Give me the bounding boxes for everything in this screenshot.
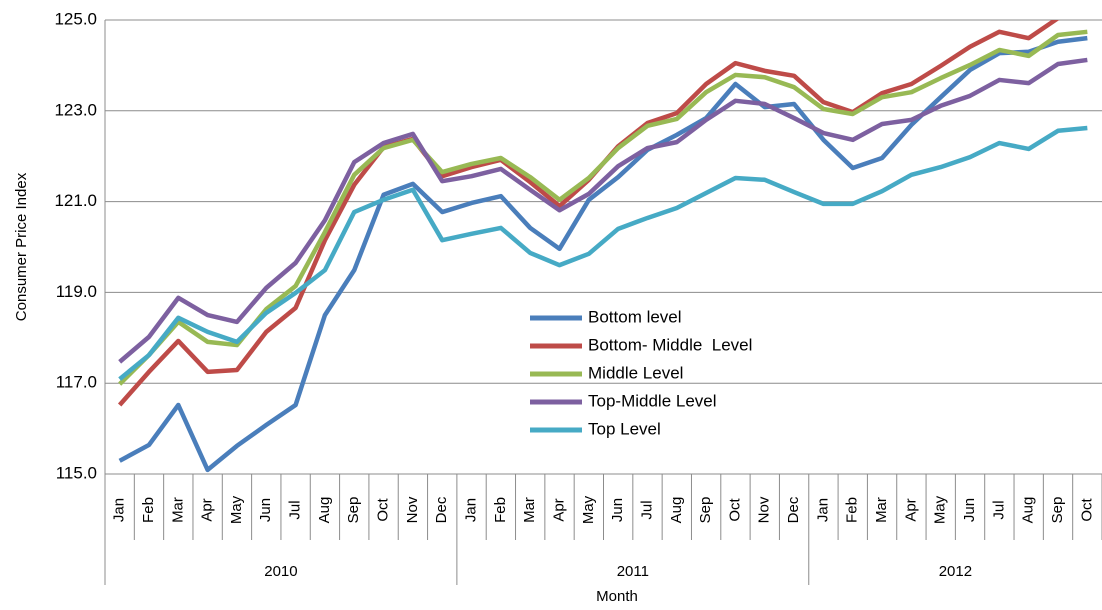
x-tick-label: May <box>580 495 597 524</box>
year-label: 2011 <box>617 563 649 580</box>
x-tick-label: Feb <box>492 497 509 523</box>
x-tick-label: Aug <box>668 497 685 524</box>
x-tick-label: Sep <box>1049 497 1066 524</box>
y-tick-label: 119.0 <box>56 282 97 301</box>
y-tick-label: 117.0 <box>56 373 97 392</box>
x-tick-label: Sep <box>345 497 362 524</box>
legend-label: Bottom level <box>588 307 682 326</box>
x-tick-label: Jan <box>463 498 480 522</box>
x-tick-label: Dec <box>785 496 802 523</box>
legend-label: Bottom- Middle Level <box>588 335 752 354</box>
x-tick-label: Apr <box>199 498 216 521</box>
legend-label: Middle Level <box>588 363 683 382</box>
x-tick-label: Mar <box>521 497 538 523</box>
x-tick-label: Jan <box>111 498 128 522</box>
x-tick-label: Apr <box>550 498 567 521</box>
x-tick-label: Oct <box>726 498 743 522</box>
x-tick-label: Jul <box>287 500 304 519</box>
series-line <box>118 29 1088 386</box>
legend-label: Top-Middle Level <box>588 391 717 410</box>
y-tick-label: 123.0 <box>54 100 97 119</box>
x-tick-label: Jan <box>814 498 831 522</box>
series-line <box>118 57 1088 364</box>
year-label: 2010 <box>264 563 297 580</box>
x-tick-label: Apr <box>902 498 919 521</box>
x-tick-label: Feb <box>844 497 861 523</box>
y-axis-label: Consumer Price Index <box>13 172 30 321</box>
x-tick-label: May <box>228 495 245 524</box>
x-tick-label: Sep <box>697 497 714 524</box>
x-axis-label: Month <box>596 588 638 605</box>
x-tick-label: Nov <box>756 496 773 523</box>
x-tick-label: Jul <box>638 500 655 519</box>
x-tick-label: Aug <box>1020 497 1037 524</box>
x-tick-label: Jul <box>990 500 1007 519</box>
x-tick-label: Oct <box>375 498 392 522</box>
x-tick-label: May <box>932 495 949 524</box>
series-line <box>118 125 1088 381</box>
x-tick-label: Nov <box>404 496 421 523</box>
plot-area <box>117 20 1088 473</box>
x-tick-label: Mar <box>169 497 186 523</box>
x-tick-label: Aug <box>316 497 333 524</box>
x-tick-label: Jun <box>961 498 978 522</box>
x-tick-label: Jun <box>257 498 274 522</box>
x-tick-label: Jun <box>609 498 626 522</box>
y-tick-label: 121.0 <box>54 191 97 210</box>
x-tick-label: Oct <box>1078 498 1095 522</box>
x-tick-label: Dec <box>433 496 450 523</box>
y-tick-label: 125.0 <box>54 9 97 28</box>
x-tick-label: Feb <box>140 497 157 523</box>
legend-label: Top Level <box>588 419 661 438</box>
year-label: 2012 <box>939 563 972 580</box>
y-tick-label: 115.0 <box>56 463 97 482</box>
x-tick-label: Mar <box>873 497 890 523</box>
